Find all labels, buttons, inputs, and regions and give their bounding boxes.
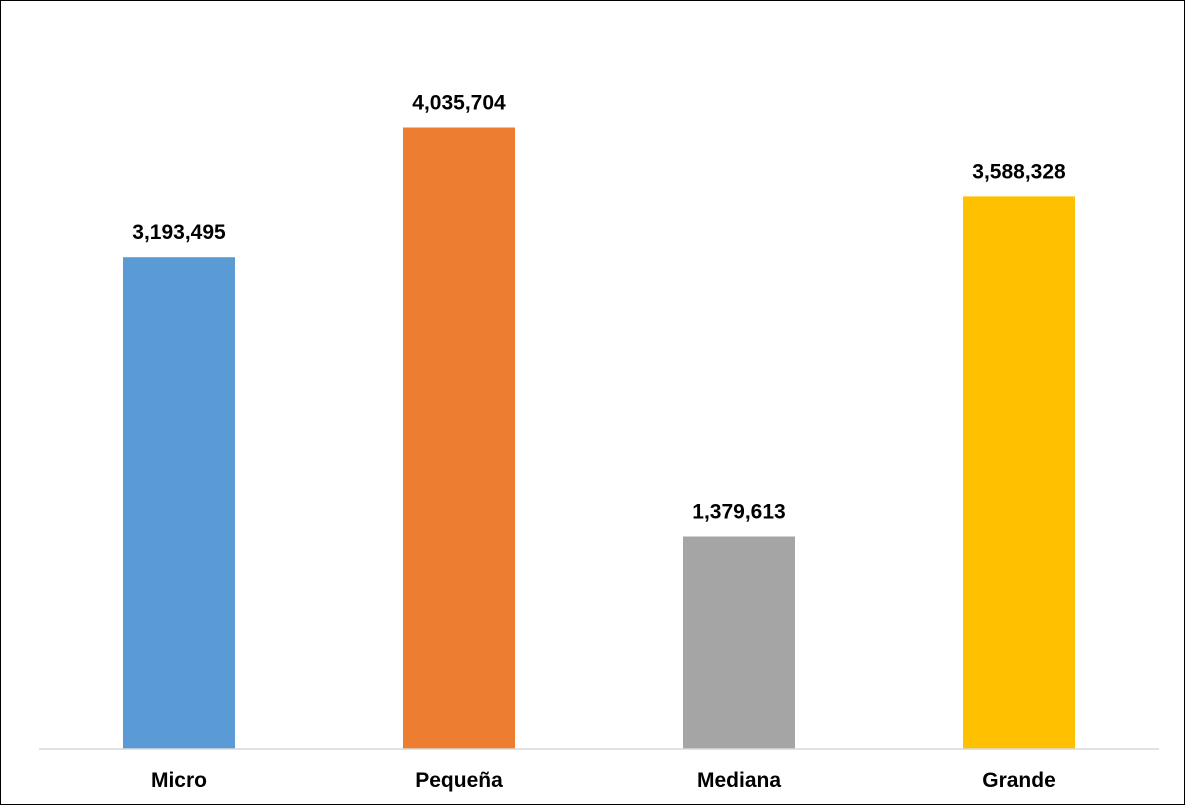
bar-grande [963, 196, 1075, 749]
bar-micro [123, 257, 235, 749]
category-label: Grande [982, 769, 1056, 792]
category-label: Pequeña [415, 769, 503, 792]
category-label: Mediana [697, 769, 781, 792]
bar-mediana [683, 536, 795, 749]
bars-group [123, 127, 1075, 749]
category-labels-group: Micro Pequeña Mediana Grande [151, 769, 1056, 792]
value-label: 4,035,704 [412, 92, 506, 115]
bar-peque-a [403, 127, 515, 749]
value-label: 3,193,495 [132, 221, 226, 244]
value-label: 1,379,613 [692, 501, 785, 524]
value-labels-group: 3,193,495 4,035,704 1,379,613 3,588,328 [132, 92, 1066, 524]
value-label: 3,588,328 [972, 160, 1066, 183]
category-label: Micro [151, 769, 207, 792]
